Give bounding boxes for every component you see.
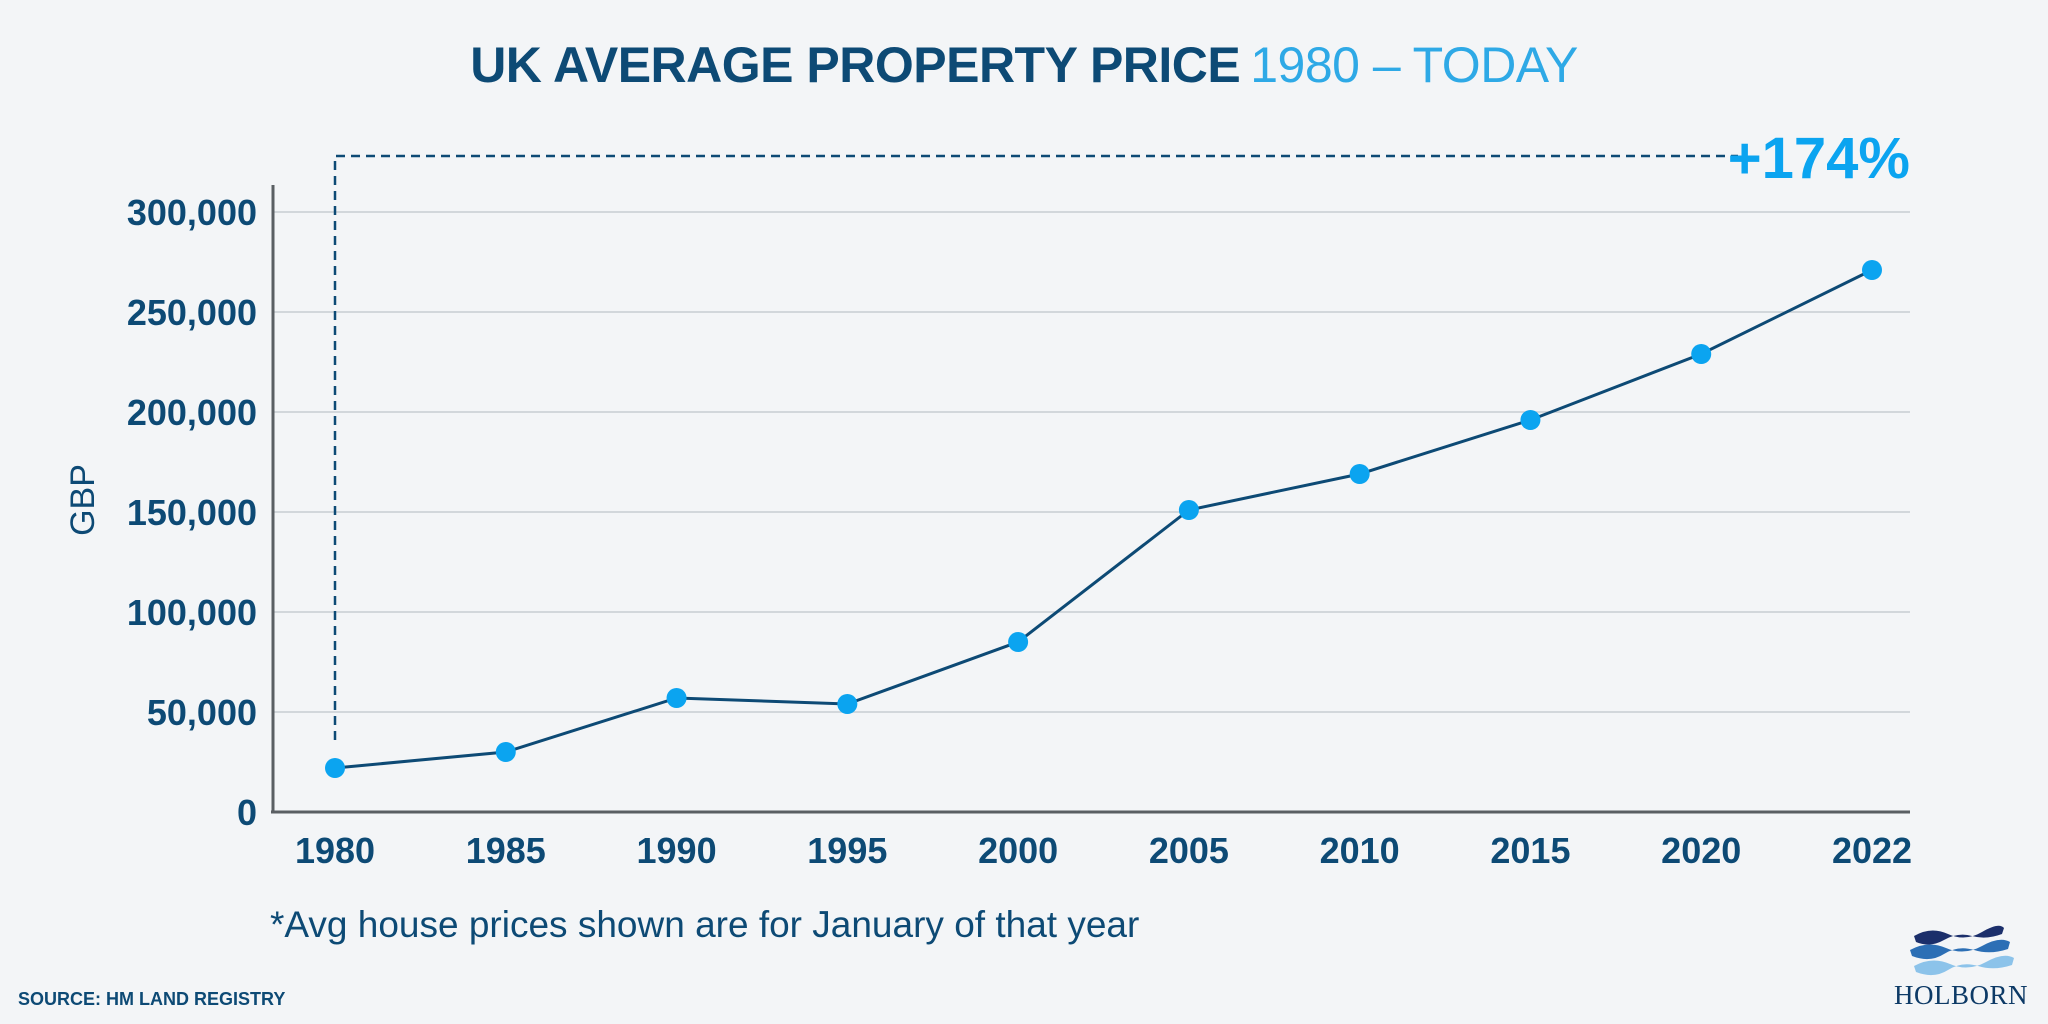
data-point [325, 758, 345, 778]
x-tick-label: 2010 [1320, 830, 1400, 871]
growth-annotation: +174% [1728, 126, 1910, 191]
chart-title-main: UK AVERAGE PROPERTY PRICE [470, 37, 1241, 93]
data-point [1008, 632, 1029, 652]
y-tick-label: 250,000 [127, 292, 257, 333]
y-tick-label: 200,000 [127, 392, 257, 433]
y-tick-label: 150,000 [127, 492, 257, 533]
x-tick-labels: 1980 1985 1990 1995 2000 2005 2010 2015 2020 2022 [295, 830, 1912, 871]
footnote: *Avg house prices shown are for January … [270, 904, 1140, 945]
y-tick-label: 0 [237, 792, 257, 833]
data-point [1520, 410, 1541, 430]
chart-title-range: 1980 – TODAY [1250, 37, 1578, 93]
data-point [1862, 260, 1882, 280]
y-tick-label: 100,000 [127, 592, 257, 633]
x-tick-label: 2020 [1661, 830, 1741, 871]
wave-icon [1910, 925, 2014, 976]
logo-text: HOLBORN [1893, 980, 2028, 1010]
y-tick-labels: 0 50,000 100,000 150,000 200,000 250,000 300,0… [127, 192, 257, 833]
x-tick-label: 2000 [978, 830, 1058, 871]
x-tick-label: 2022 [1832, 830, 1912, 871]
growth-bracket [333, 154, 1738, 740]
data-point [1691, 344, 1712, 364]
data-point [1349, 464, 1370, 484]
gridlines [273, 211, 1910, 713]
y-tick-label: 50,000 [147, 692, 257, 733]
x-tick-label: 2015 [1490, 830, 1570, 871]
x-tick-label: 1980 [295, 830, 375, 871]
x-tick-label: 1995 [807, 830, 887, 871]
data-point [837, 694, 858, 714]
x-tick-label: 1990 [637, 830, 717, 871]
series-line [334, 268, 1873, 770]
x-tick-label: 2005 [1149, 830, 1229, 871]
data-point [495, 742, 516, 762]
y-tick-label: 300,000 [127, 192, 257, 233]
data-point [666, 688, 687, 708]
source-label: SOURCE: HM LAND REGISTRY [18, 989, 286, 1009]
data-point [1178, 500, 1199, 520]
y-axis-label: GBP [64, 464, 102, 536]
holborn-logo: HOLBORN [1886, 918, 2036, 1018]
data-points [325, 260, 1882, 778]
x-tick-label: 1985 [466, 830, 546, 871]
chart-title: UK AVERAGE PROPERTY PRICE 1980 – TODAY [0, 36, 2048, 94]
